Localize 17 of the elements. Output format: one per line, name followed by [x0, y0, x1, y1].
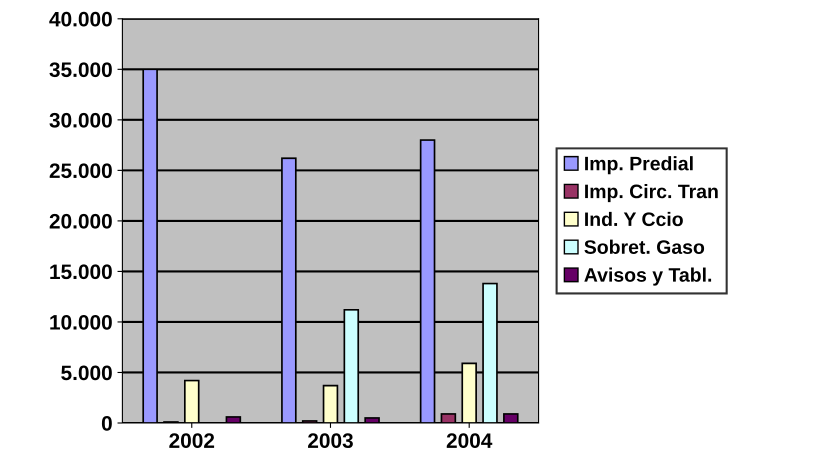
x-tick-label: 2003	[308, 433, 353, 448]
y-tick-label: 5.000	[61, 365, 112, 380]
x-tick-label: 2002	[169, 433, 214, 448]
y-tick-label: 15.000	[50, 264, 112, 280]
x-tick-label: 2004	[446, 433, 492, 448]
y-tick-label: 25.000	[50, 163, 112, 178]
legend-label: Imp. Predial	[585, 156, 693, 174]
y-tick-label: 0	[102, 416, 112, 431]
y-tick-label: 10.000	[50, 314, 112, 330]
y-tick-label: 40.000	[49, 12, 112, 27]
legend-label: Ind. Y Ccio	[585, 212, 683, 226]
legend-label: Avisos y Tabl.	[584, 268, 712, 286]
legend-label: Sobret. Gaso	[584, 240, 704, 254]
y-tick-label: 30.000	[49, 112, 112, 128]
y-tick-label: 20.000	[50, 214, 112, 229]
legend-label: Imp. Circ. Tran	[585, 184, 718, 202]
y-tick-label: 35.000	[49, 62, 112, 78]
